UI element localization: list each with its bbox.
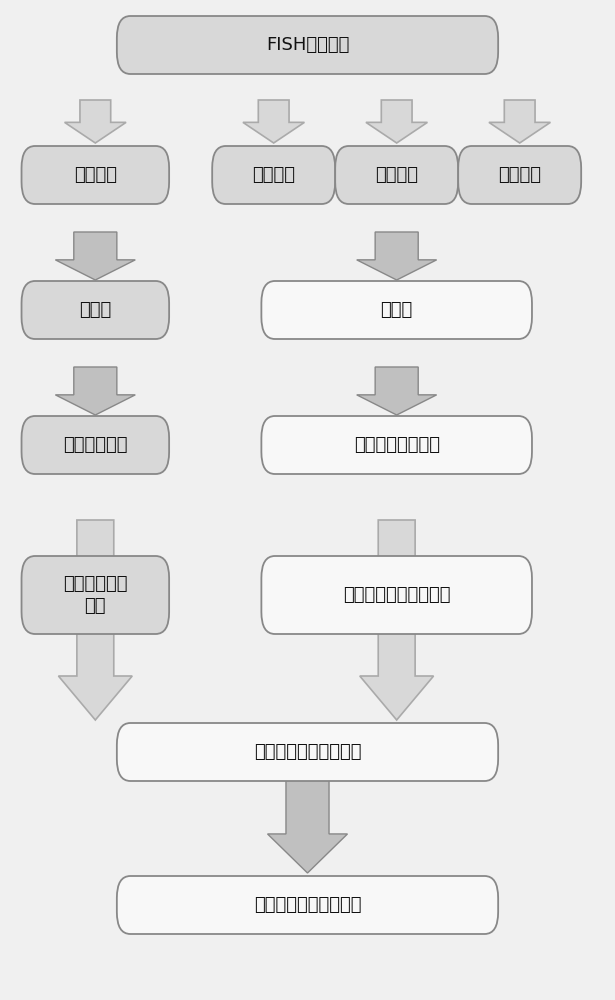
FancyBboxPatch shape bbox=[117, 16, 498, 74]
Polygon shape bbox=[243, 100, 304, 143]
FancyBboxPatch shape bbox=[261, 281, 532, 339]
Text: 自适应阈值滤波器: 自适应阈值滤波器 bbox=[354, 436, 440, 454]
FancyBboxPatch shape bbox=[117, 723, 498, 781]
FancyBboxPatch shape bbox=[212, 146, 335, 204]
Text: FISH图像采集: FISH图像采集 bbox=[266, 36, 349, 54]
FancyBboxPatch shape bbox=[117, 876, 498, 934]
Polygon shape bbox=[55, 232, 135, 280]
Text: 细胞核染色体综合分析: 细胞核染色体综合分析 bbox=[254, 743, 361, 761]
Polygon shape bbox=[366, 100, 427, 143]
FancyBboxPatch shape bbox=[22, 146, 169, 204]
Polygon shape bbox=[55, 367, 135, 415]
FancyBboxPatch shape bbox=[22, 416, 169, 474]
FancyBboxPatch shape bbox=[261, 416, 532, 474]
Text: 分水岭细胞核
分割: 分水岭细胞核 分割 bbox=[63, 575, 127, 615]
Text: 肿瘤细胞检测临床应用: 肿瘤细胞检测临床应用 bbox=[254, 896, 361, 914]
Polygon shape bbox=[357, 367, 437, 415]
Text: 预处理: 预处理 bbox=[381, 301, 413, 319]
Polygon shape bbox=[357, 232, 437, 280]
Text: 橙色通道: 橙色通道 bbox=[252, 166, 295, 184]
Polygon shape bbox=[65, 100, 126, 143]
Polygon shape bbox=[360, 520, 434, 720]
Text: 蓝色通道: 蓝色通道 bbox=[74, 166, 117, 184]
Polygon shape bbox=[268, 780, 347, 873]
FancyBboxPatch shape bbox=[22, 281, 169, 339]
Text: 形状标记生成: 形状标记生成 bbox=[63, 436, 127, 454]
Text: 预处理: 预处理 bbox=[79, 301, 111, 319]
FancyBboxPatch shape bbox=[335, 146, 458, 204]
Text: 染色体荧光标记点检测: 染色体荧光标记点检测 bbox=[343, 586, 450, 604]
FancyBboxPatch shape bbox=[261, 556, 532, 634]
FancyBboxPatch shape bbox=[22, 556, 169, 634]
Polygon shape bbox=[58, 520, 132, 720]
Polygon shape bbox=[489, 100, 550, 143]
Text: 绿色通道: 绿色通道 bbox=[375, 166, 418, 184]
FancyBboxPatch shape bbox=[458, 146, 581, 204]
Text: 红色通道: 红色通道 bbox=[498, 166, 541, 184]
